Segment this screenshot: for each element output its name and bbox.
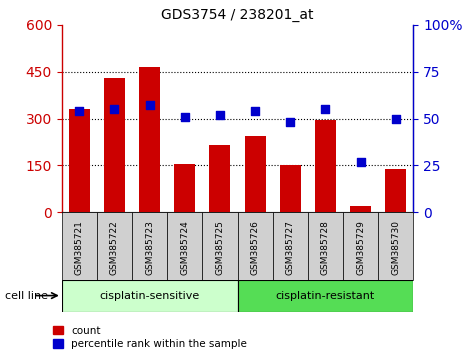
Legend: count, percentile rank within the sample: count, percentile rank within the sample (53, 326, 247, 349)
Bar (132, 212, 167, 280)
Bar (385, 169, 406, 212)
Text: GSM385721: GSM385721 (75, 221, 84, 275)
Bar (343, 212, 378, 280)
Bar (350, 206, 371, 212)
Bar (273, 212, 308, 280)
Text: GSM385726: GSM385726 (251, 221, 259, 275)
Text: GSM385728: GSM385728 (321, 221, 330, 275)
Bar (62, 280, 238, 312)
Bar (97, 212, 132, 280)
Text: GSM385730: GSM385730 (391, 221, 400, 275)
Text: cisplatin-resistant: cisplatin-resistant (276, 291, 375, 301)
Title: GDS3754 / 238201_at: GDS3754 / 238201_at (161, 8, 314, 22)
Text: GSM385725: GSM385725 (216, 221, 224, 275)
Bar (238, 212, 273, 280)
Text: cell line: cell line (5, 291, 48, 301)
Bar (69, 109, 90, 212)
Text: GSM385724: GSM385724 (180, 221, 189, 275)
Text: GSM385722: GSM385722 (110, 221, 119, 275)
Text: GSM385729: GSM385729 (356, 221, 365, 275)
Point (181, 114, 189, 120)
Point (76, 108, 83, 114)
Point (251, 108, 259, 114)
Bar (104, 78, 125, 212)
Point (286, 120, 294, 125)
Bar (245, 136, 266, 212)
Bar (167, 212, 202, 280)
Bar (238, 280, 413, 312)
Text: GSM385723: GSM385723 (145, 221, 154, 275)
Bar (209, 145, 230, 212)
Point (111, 106, 118, 112)
Text: cisplatin-sensitive: cisplatin-sensitive (99, 291, 200, 301)
Bar (308, 212, 343, 280)
Point (392, 116, 399, 121)
Bar (315, 120, 336, 212)
Point (322, 106, 329, 112)
Bar (378, 212, 413, 280)
Bar (202, 212, 238, 280)
Bar (139, 67, 160, 212)
Point (216, 112, 224, 118)
Text: GSM385727: GSM385727 (286, 221, 294, 275)
Point (357, 159, 364, 165)
Bar (174, 164, 195, 212)
Bar (280, 165, 301, 212)
Bar (62, 212, 97, 280)
Point (146, 103, 153, 108)
